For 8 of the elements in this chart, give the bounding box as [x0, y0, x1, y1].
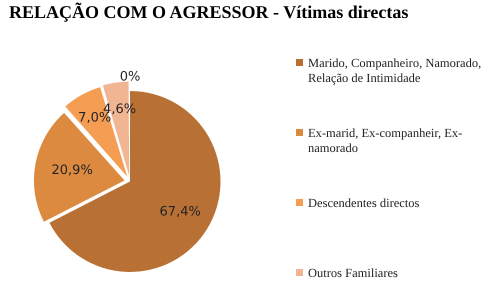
- legend-label: Descendentes directos: [308, 196, 420, 210]
- data-label: 67,4%: [160, 204, 201, 220]
- legend-label: Ex-marid, Ex-companheir, Ex-namorado: [308, 126, 462, 155]
- legend-label: Outros Familiares: [308, 266, 398, 280]
- chart-title: RELAÇÃO COM O AGRESSOR - Vítimas directas: [9, 2, 408, 23]
- data-label: 20,9%: [52, 163, 93, 178]
- text: 0%: [120, 69, 140, 84]
- legend-label: Marido, Companheiro, Namorado, Relação de Intimidade: [308, 56, 482, 85]
